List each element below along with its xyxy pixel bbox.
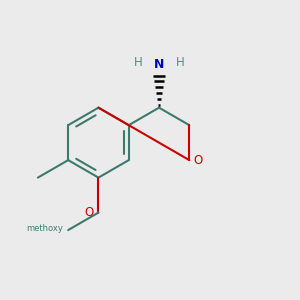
Text: O: O [194,154,203,166]
Text: O: O [85,206,94,219]
Text: H: H [134,56,142,69]
Text: N: N [154,58,164,71]
Text: H: H [176,56,184,69]
Text: methoxy: methoxy [26,224,63,233]
